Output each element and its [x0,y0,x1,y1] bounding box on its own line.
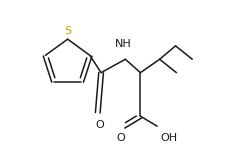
Text: O: O [116,133,125,143]
Text: NH: NH [115,39,132,49]
Text: O: O [95,119,104,130]
Text: S: S [64,26,71,36]
Text: OH: OH [161,133,178,143]
